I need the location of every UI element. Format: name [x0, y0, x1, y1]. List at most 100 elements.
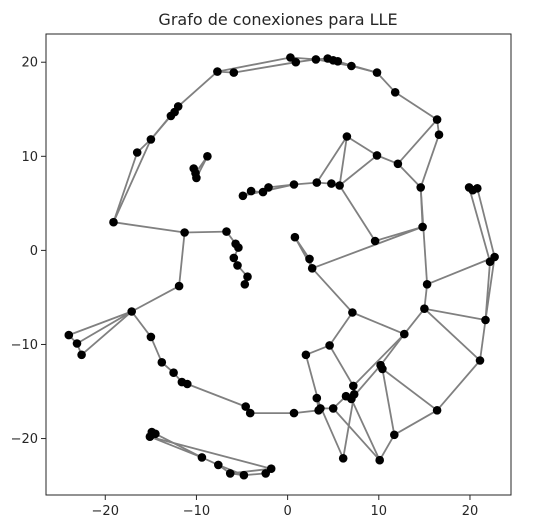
y-tick-label-3: 10 — [21, 150, 38, 165]
node-38 — [418, 222, 427, 232]
node-63 — [77, 350, 86, 360]
node-77 — [312, 393, 322, 403]
node-30 — [327, 179, 336, 188]
edge-56 — [184, 230, 227, 234]
node-59 — [64, 330, 74, 340]
node-89 — [197, 453, 207, 462]
edge-10 — [217, 56, 291, 73]
node-57 — [348, 308, 357, 317]
node-60 — [146, 332, 156, 342]
edge-72 — [403, 308, 426, 335]
edge-50 — [476, 188, 496, 258]
edge-102 — [328, 311, 354, 346]
edge-89 — [186, 383, 247, 408]
node-96 — [239, 470, 249, 480]
edge-70 — [426, 256, 495, 286]
y-tick-label-1: −10 — [11, 338, 38, 353]
node-35 — [246, 186, 256, 196]
edge-11 — [233, 61, 296, 74]
node-70 — [169, 368, 178, 378]
node-25 — [416, 183, 426, 192]
y-tick-label-0: −20 — [11, 432, 38, 447]
node-94 — [225, 469, 235, 478]
node-8 — [213, 67, 222, 76]
node-20 — [393, 159, 403, 169]
node-24 — [191, 168, 200, 178]
node-12 — [434, 130, 444, 139]
node-36 — [238, 191, 248, 201]
y-axis: −20 −10 0 10 20 — [11, 56, 46, 447]
edge-26 — [316, 136, 348, 184]
edge-107 — [381, 368, 396, 435]
edge-29 — [397, 119, 438, 165]
node-18 — [342, 132, 352, 141]
node-19 — [372, 151, 382, 160]
edge-67 — [311, 267, 354, 314]
node-50 — [233, 261, 242, 270]
node-29 — [312, 178, 322, 187]
node-88 — [151, 429, 160, 439]
node-67 — [157, 358, 167, 367]
node-39 — [180, 228, 189, 237]
node-11 — [432, 115, 442, 124]
edge-53 — [484, 256, 496, 321]
node-92 — [214, 460, 223, 470]
node-15 — [166, 111, 176, 121]
edge-30 — [397, 163, 422, 189]
node-65 — [301, 350, 311, 360]
plot-frame — [45, 33, 512, 496]
node-45 — [229, 253, 239, 263]
edge-23 — [112, 152, 139, 223]
x-tick-label-0: −20 — [92, 504, 119, 519]
edge-24 — [113, 221, 185, 234]
edge-84 — [130, 310, 152, 338]
edge-66 — [294, 236, 313, 269]
edge-31 — [419, 134, 440, 188]
node-7 — [372, 68, 382, 77]
x-tick-label-1: −10 — [183, 504, 210, 519]
node-64 — [325, 341, 334, 350]
node-58 — [481, 315, 490, 325]
edge-118 — [154, 432, 203, 459]
edge-114 — [332, 407, 381, 461]
node-79 — [314, 406, 323, 415]
node-47 — [307, 264, 317, 273]
node-62 — [72, 339, 82, 348]
edge-110 — [350, 398, 381, 461]
edge-13 — [376, 71, 396, 93]
node-49 — [485, 257, 495, 267]
node-46 — [305, 254, 314, 264]
edge-79 — [68, 310, 133, 336]
node-17 — [132, 148, 142, 157]
node-37 — [109, 217, 118, 227]
node-81 — [328, 404, 338, 413]
edge-126 — [149, 435, 272, 470]
node-54 — [174, 281, 184, 291]
edge-78 — [131, 285, 180, 313]
edge-25 — [346, 135, 378, 157]
edge-75 — [352, 311, 405, 335]
node-90 — [338, 454, 348, 463]
node-28 — [468, 185, 478, 195]
node-31 — [335, 181, 344, 190]
chart-title: Grafo de conexiones para LLE — [158, 10, 397, 29]
node-80 — [241, 402, 250, 411]
node-61 — [400, 329, 409, 339]
edge-73 — [423, 308, 481, 362]
node-73 — [349, 381, 358, 391]
edge-74 — [479, 319, 487, 361]
edge-16 — [177, 70, 218, 108]
node-34 — [258, 187, 268, 197]
edge-14 — [394, 91, 438, 121]
node-51 — [243, 272, 252, 282]
edge-49 — [468, 187, 491, 262]
x-tick-label-3: 10 — [371, 504, 388, 519]
edge-81 — [81, 310, 133, 356]
node-42 — [370, 236, 380, 246]
edge-99 — [328, 344, 355, 387]
edge-57 — [178, 232, 186, 287]
edge-85 — [150, 336, 163, 363]
node-40 — [222, 227, 231, 236]
node-1 — [291, 57, 301, 67]
node-66 — [475, 356, 485, 365]
